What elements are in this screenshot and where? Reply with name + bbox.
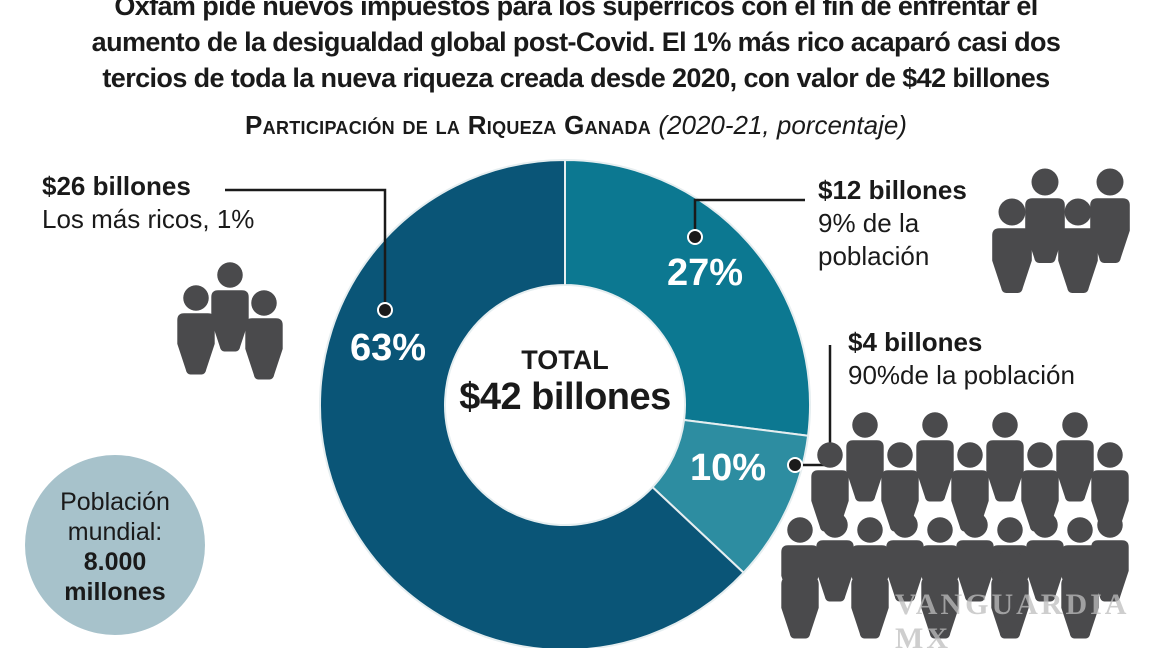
person-icon-head <box>1096 168 1124 196</box>
person-icon-head <box>927 549 953 575</box>
person-icon <box>1090 198 1130 263</box>
donut-slice <box>319 158 746 648</box>
slice-label: 27% <box>667 252 743 294</box>
person-icon-head <box>817 442 843 468</box>
person-icon-head <box>927 517 953 543</box>
subtitle-note: (2020-21, porcentaje) <box>658 110 907 140</box>
population-line-3: 8.000 <box>83 548 147 576</box>
donut-center: TOTAL $42 billones <box>440 345 690 419</box>
person-icon <box>177 313 215 375</box>
leader-dot <box>377 302 393 318</box>
person-icon-head <box>892 512 918 538</box>
desc-rest: 90%de la población <box>848 360 1075 390</box>
person-icon-head <box>251 290 277 316</box>
slice-label: 10% <box>690 447 766 489</box>
population-line-4: millones <box>64 578 166 606</box>
headline-line-2: aumento de la desigualdad global post-Co… <box>91 27 1061 57</box>
desc-middle-2: población <box>818 241 930 271</box>
population-bubble: Población mundial: 8.000 millones <box>25 455 205 635</box>
person-icon <box>781 577 819 639</box>
person-icon-head <box>922 412 948 438</box>
person-icon-head <box>1064 198 1092 226</box>
leader-dot <box>787 457 803 473</box>
person-icon <box>991 577 1029 639</box>
person-icon <box>1091 540 1129 602</box>
center-total-label: TOTAL <box>521 345 609 375</box>
person-icon <box>211 290 249 352</box>
chart-subtitle: Participación de la Riqueza Ganada (2020… <box>0 110 1152 141</box>
person-icon-head <box>1027 442 1053 468</box>
leader-dot <box>687 229 703 245</box>
person-icon-head <box>1067 517 1093 543</box>
person-icon <box>1058 228 1098 293</box>
label-rest: $4 billones 90%de la población <box>848 326 1075 392</box>
person-icon <box>846 440 884 502</box>
headline-line-1: Oxfam pide nuevos impuestos para los sup… <box>114 0 1038 21</box>
subtitle-main: Participación de la Riqueza Ganada <box>245 110 652 140</box>
person-icon-head <box>1062 412 1088 438</box>
person-icon-head <box>1067 549 1093 575</box>
person-icon <box>992 228 1032 293</box>
person-icon-head <box>787 517 813 543</box>
person-icon <box>851 577 889 639</box>
person-icon <box>1056 440 1094 502</box>
person-icon-head <box>957 442 983 468</box>
person-icon-head <box>822 512 848 538</box>
person-icon-head <box>183 285 209 311</box>
person-icon-head <box>992 412 1018 438</box>
person-icon <box>956 540 994 602</box>
amount-rest: $4 billones <box>848 327 983 357</box>
person-icon-head <box>787 549 813 575</box>
person-icon-head <box>857 549 883 575</box>
leader-line <box>225 188 387 310</box>
person-icon <box>245 318 283 380</box>
population-line-2: mundial: <box>67 518 163 546</box>
person-icon <box>1061 577 1099 639</box>
person-icon <box>986 440 1024 502</box>
person-icon <box>886 540 924 602</box>
person-icon-head <box>1031 168 1059 196</box>
population-line-1: Población <box>60 488 170 516</box>
person-icon <box>1025 198 1065 263</box>
label-richest: $26 billones Los más ricos, 1% <box>42 170 254 236</box>
person-icon-head <box>887 442 913 468</box>
person-icon-head <box>997 549 1023 575</box>
watermark: VANGUARDIA MX <box>895 588 1128 655</box>
person-icon <box>1026 540 1064 602</box>
person-icon-head <box>857 517 883 543</box>
person-icon-head <box>1097 512 1123 538</box>
person-icon <box>916 440 954 502</box>
label-middle: $12 billones 9% de la población <box>818 174 967 273</box>
leader-line <box>693 198 805 237</box>
person-icon-head <box>1097 442 1123 468</box>
person-icon-head <box>217 262 243 288</box>
slice-label: 63% <box>350 327 426 369</box>
center-total-value: $42 billones <box>459 376 671 418</box>
headline-line-3: tercios de toda la nueva riqueza creada … <box>102 63 1050 93</box>
amount-richest: $26 billones <box>42 171 191 201</box>
person-icon <box>1091 470 1129 532</box>
person-icon-head <box>852 412 878 438</box>
person-icon-head <box>997 517 1023 543</box>
person-icon <box>921 577 959 639</box>
person-icon-head <box>962 512 988 538</box>
person-icon-head <box>1032 512 1058 538</box>
desc-richest: Los más ricos, 1% <box>42 204 255 234</box>
person-icon-head <box>998 198 1026 226</box>
amount-middle: $12 billones <box>818 175 967 205</box>
donut-slice <box>564 158 811 437</box>
desc-middle-1: 9% de la <box>818 208 920 238</box>
person-icon <box>816 540 854 602</box>
